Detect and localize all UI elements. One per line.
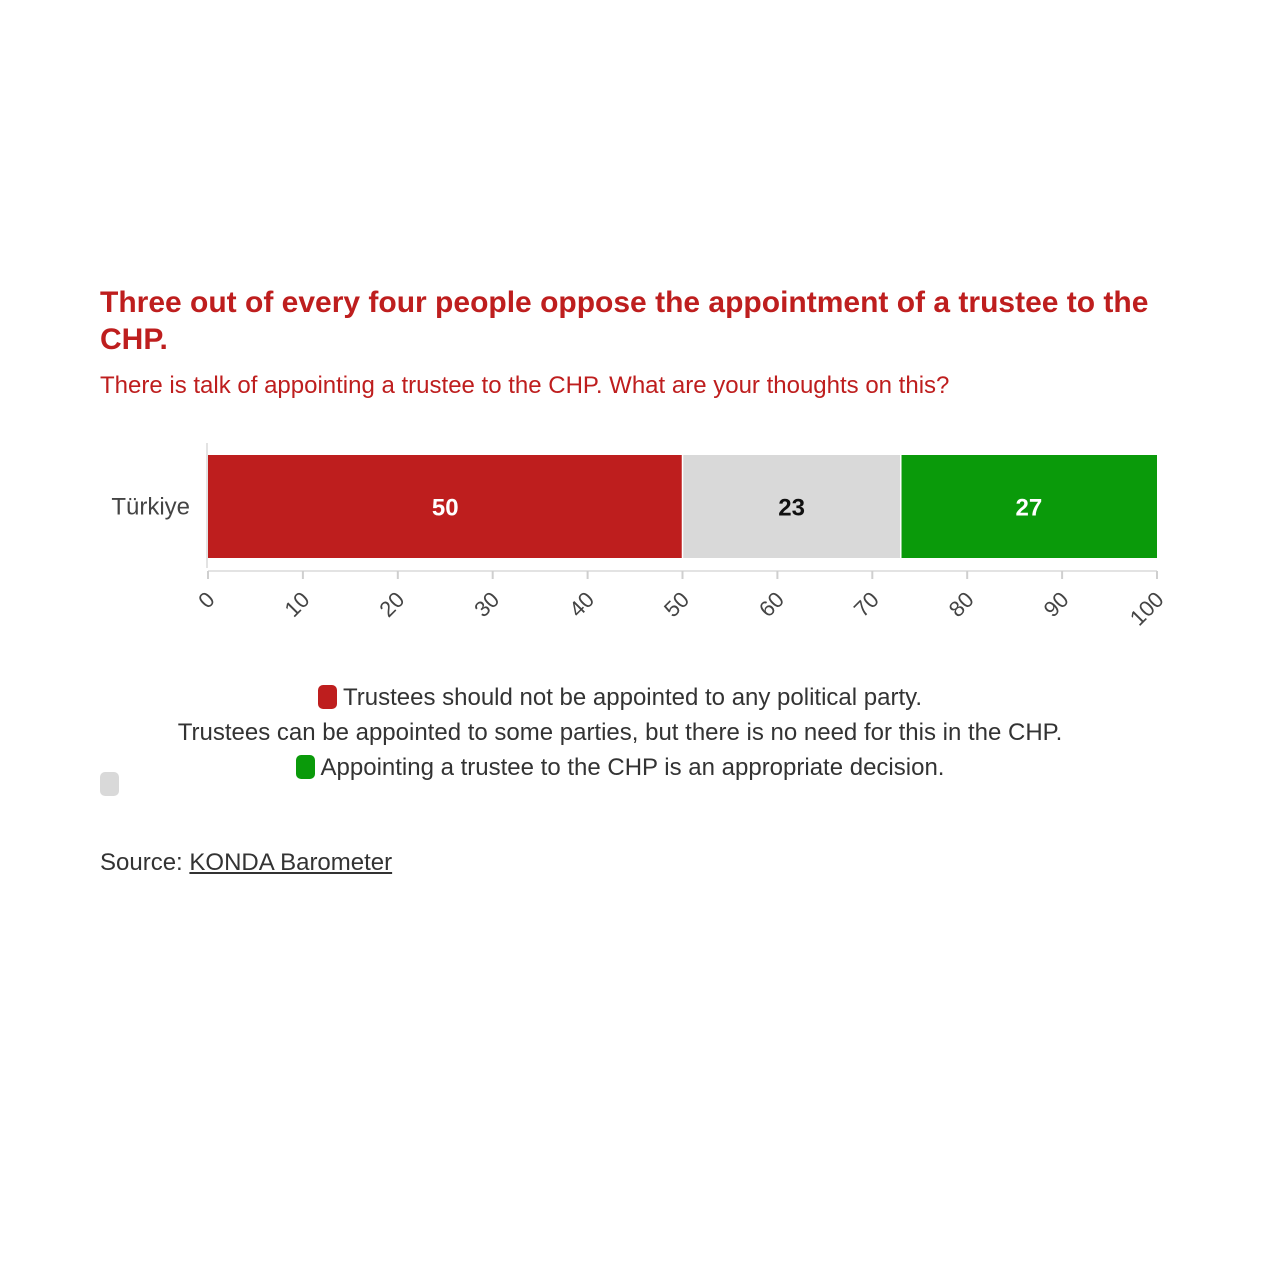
x-tick-label: 100: [1125, 587, 1169, 631]
x-tick-label: 20: [374, 587, 409, 622]
x-tick-label: 90: [1039, 587, 1074, 622]
legend-label: Appointing a trustee to the CHP is an ap…: [320, 754, 945, 781]
legend-swatch-green: [295, 755, 315, 779]
source-line: Source: KONDA Barometer: [100, 846, 392, 880]
x-tick-label: 30: [469, 587, 504, 622]
legend-label: Trustees can be appointed to some partie…: [177, 719, 1063, 746]
chart-title: Three out of every four people oppose th…: [100, 286, 1149, 356]
source-prefix: Source:: [100, 849, 190, 876]
x-tick-label: 10: [279, 587, 314, 622]
source-link[interactable]: KONDA Barometer: [189, 849, 393, 876]
x-tick-label: 40: [564, 587, 599, 622]
data-label: 50: [432, 495, 459, 522]
bar-segment: [900, 455, 1157, 558]
x-tick-label: 0: [193, 587, 219, 613]
x-tick-label: 80: [944, 587, 979, 622]
data-label: 27: [1016, 495, 1043, 522]
legend-item-no-need[interactable]: Trustees can be appointed to some partie…: [100, 715, 1140, 796]
legend-item-not-appointed[interactable]: Trustees should not be appointed to any …: [100, 680, 1140, 715]
legend-swatch-red: [317, 685, 337, 709]
x-tick-label: 60: [754, 587, 789, 622]
legend-swatch-grey: [100, 772, 119, 796]
legend-label: Trustees should not be appointed to any …: [342, 684, 923, 711]
x-tick-label: 50: [659, 587, 694, 622]
category-label: Türkiye: [111, 494, 190, 521]
bar-segment: [682, 455, 901, 558]
legend-item-appropriate[interactable]: Appointing a trustee to the CHP is an ap…: [100, 750, 1140, 785]
stacked-bar-chart: Türkiye 50 23 27 0 10 20 30 40 50 60 70 80 90 100: [111, 443, 1169, 631]
chart-legend: Trustees should not be appointed to any …: [100, 680, 1140, 796]
chart-subtitle: There is talk of appointing a trustee to…: [100, 372, 950, 399]
bar-segment: [208, 455, 683, 558]
x-tick-label: 70: [849, 587, 884, 622]
data-label: 23: [778, 495, 805, 522]
